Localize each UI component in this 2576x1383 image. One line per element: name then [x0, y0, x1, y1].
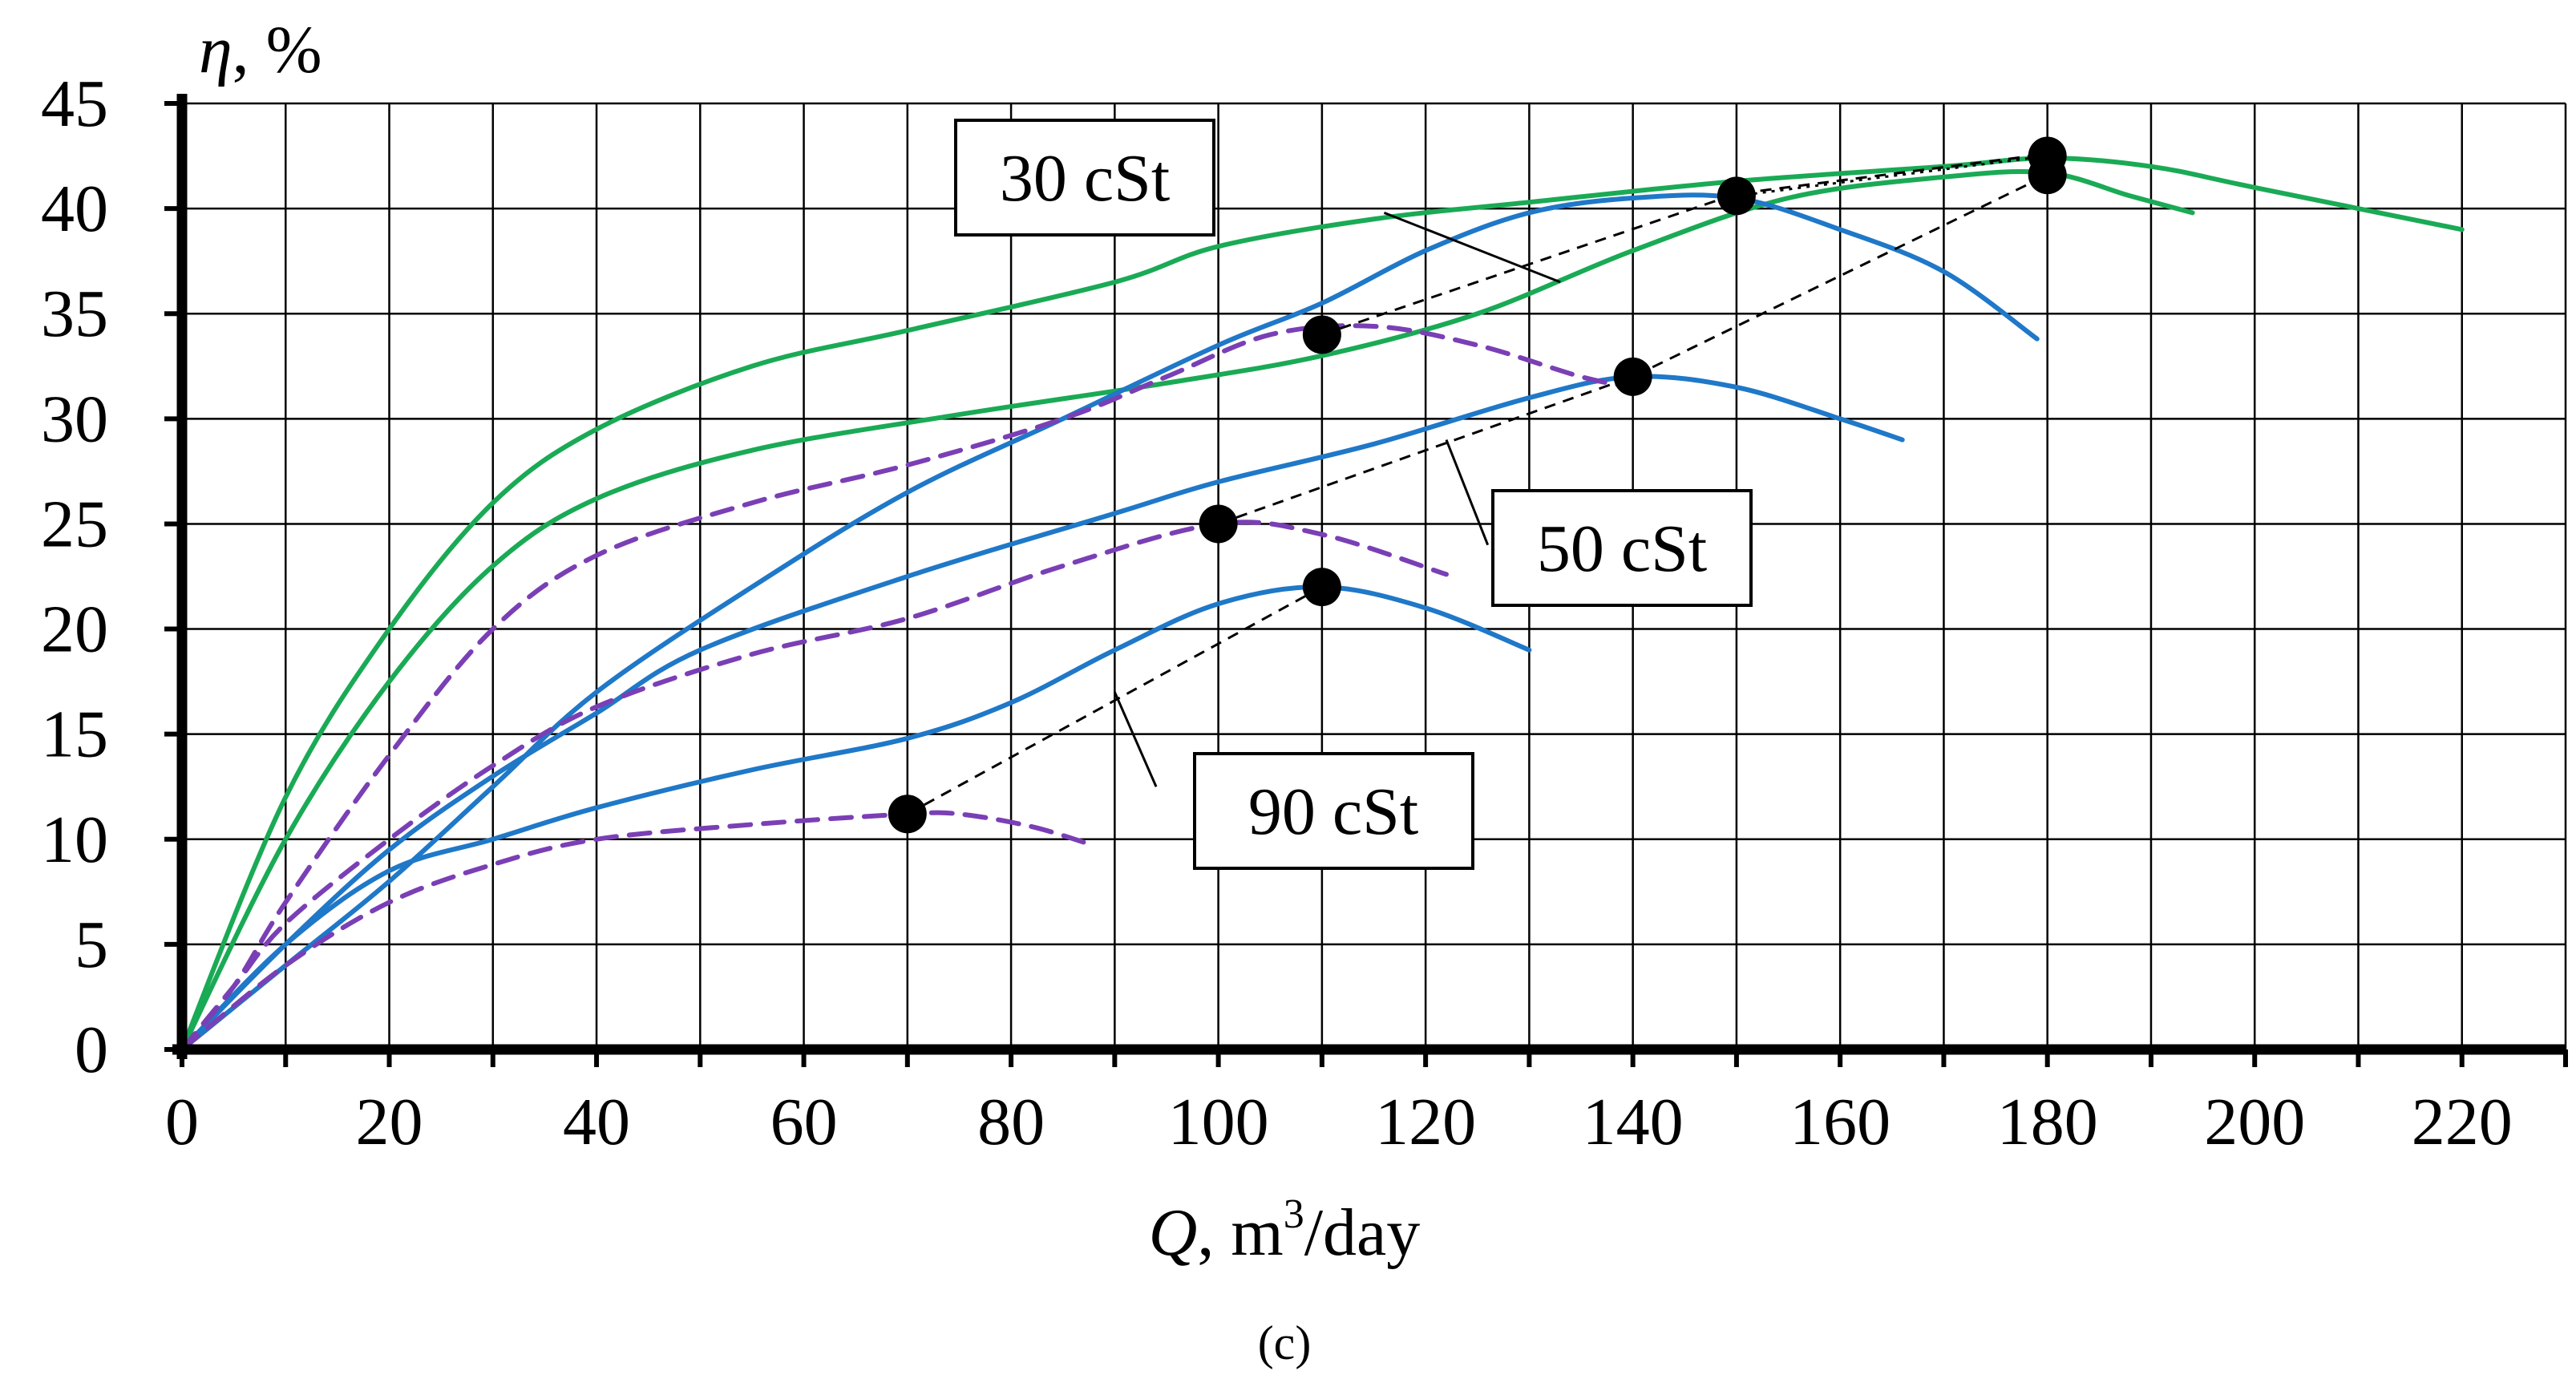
bep-marker — [1613, 357, 1652, 396]
bep-marker — [1717, 176, 1756, 216]
grid — [182, 102, 2567, 1049]
y-tick-label: 5 — [75, 908, 108, 982]
annotation-leader-30cst — [1383, 211, 1561, 284]
x-tick-label: 40 — [563, 1085, 630, 1159]
y-tick-label: 25 — [41, 487, 108, 561]
series-blue-50 — [180, 374, 1905, 1052]
bep-marker — [888, 795, 927, 834]
y-tick-label: 0 — [75, 1013, 108, 1087]
y-tick-label: 45 — [41, 67, 108, 141]
x-tick-label: 180 — [1997, 1085, 2098, 1159]
x-axis-unit-tail: /day — [1304, 1195, 1421, 1270]
y-axis-title: η, % — [199, 13, 322, 87]
annotation-90cst: 90 cSt — [1113, 691, 1474, 870]
x-tick-label: 80 — [977, 1085, 1045, 1159]
annotation-30cst: 30 cSt — [954, 119, 1561, 284]
series-purple-30 — [180, 323, 1636, 1052]
series-green-2 — [180, 168, 2195, 1052]
x-tick-label: 100 — [1168, 1085, 1269, 1159]
annotation-box-90cst — [1193, 752, 1474, 870]
annotation-box-30cst — [954, 119, 1215, 237]
y-tick-label: 35 — [41, 277, 108, 351]
bep-marker — [1302, 568, 1341, 607]
bep-marker — [1302, 315, 1341, 354]
x-axis-title: Q, m3/day — [1149, 1191, 1421, 1270]
x-tick-label: 20 — [356, 1085, 423, 1159]
x-axis-unit: , m — [1197, 1195, 1283, 1270]
bep-guide-lines — [907, 152, 2048, 815]
annotation-box-50cst — [1491, 489, 1753, 607]
y-tick-label: 30 — [41, 382, 108, 456]
x-axis-symbol: Q — [1149, 1195, 1198, 1270]
axes — [164, 94, 2568, 1067]
y-tick-label: 40 — [41, 172, 108, 246]
y-tick-label: 20 — [41, 592, 108, 667]
x-tick-label: 200 — [2204, 1085, 2305, 1159]
x-axis-unit-superscript: 3 — [1284, 1191, 1304, 1237]
x-tick-label: 120 — [1375, 1085, 1476, 1159]
x-tick-label: 220 — [2412, 1085, 2513, 1159]
series-purple-90 — [180, 810, 1097, 1052]
annotation-50cst: 50 cSt — [1445, 439, 1753, 607]
annotation-leader-90cst — [1113, 691, 1158, 787]
annotation-label-90cst: 90 cSt — [1248, 774, 1418, 849]
y-tick-label: 15 — [41, 698, 108, 772]
figure-caption: (c) — [1258, 1316, 1312, 1369]
annotation-label-30cst: 30 cSt — [1000, 141, 1170, 216]
y-axis-symbol: η — [199, 13, 233, 87]
bep-marker — [1199, 504, 1238, 544]
x-tick-label: 0 — [165, 1085, 199, 1159]
x-tick-label: 60 — [770, 1085, 838, 1159]
tick-labels: 0 20 40 60 80 100 120 140 160 180 200 220 0 5 10 15 20 25… — [41, 67, 2513, 1159]
y-tick-label: 10 — [41, 803, 108, 877]
annotation-label-50cst: 50 cSt — [1537, 512, 1707, 586]
bep-marker — [2028, 156, 2067, 195]
x-tick-label: 140 — [1583, 1085, 1684, 1159]
bep-line-30 — [1321, 152, 2048, 336]
bep-markers — [888, 136, 2067, 834]
y-axis-unit: , % — [233, 13, 322, 87]
annotation-leader-50cst — [1445, 439, 1490, 546]
series-blue-30 — [180, 192, 2040, 1052]
bep-line-90 — [907, 585, 1323, 815]
x-tick-label: 160 — [1789, 1085, 1891, 1159]
